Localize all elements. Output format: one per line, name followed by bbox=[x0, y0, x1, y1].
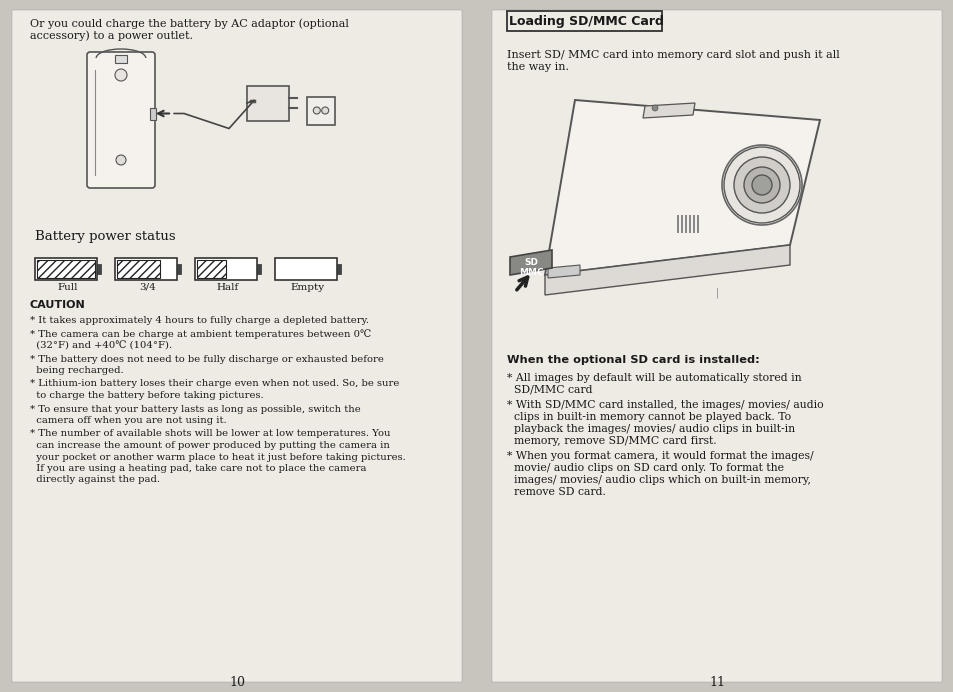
Bar bbox=[336, 264, 340, 274]
Circle shape bbox=[313, 107, 320, 114]
Text: your pocket or another warm place to heat it just before taking pictures.: your pocket or another warm place to hea… bbox=[30, 453, 405, 462]
Text: * It takes approximately 4 hours to fully charge a depleted battery.: * It takes approximately 4 hours to full… bbox=[30, 316, 369, 325]
Text: remove SD card.: remove SD card. bbox=[506, 487, 605, 497]
Text: * The battery does not need to be fully discharge or exhausted before: * The battery does not need to be fully … bbox=[30, 354, 383, 363]
Text: to charge the battery before taking pictures.: to charge the battery before taking pict… bbox=[30, 391, 263, 400]
Bar bbox=[37, 260, 95, 278]
Text: Loading SD/MMC Card: Loading SD/MMC Card bbox=[509, 15, 663, 28]
Bar bbox=[115, 55, 127, 63]
Text: * To ensure that your battery lasts as long as possible, switch the: * To ensure that your battery lasts as l… bbox=[30, 405, 360, 414]
Circle shape bbox=[751, 175, 771, 195]
Text: If you are using a heating pad, take care not to place the camera: If you are using a heating pad, take car… bbox=[30, 464, 366, 473]
Bar bbox=[680, 215, 682, 233]
Bar bbox=[12, 10, 461, 682]
Bar bbox=[684, 215, 687, 233]
Bar bbox=[256, 264, 261, 274]
Bar bbox=[115, 258, 177, 280]
Polygon shape bbox=[547, 265, 579, 278]
Circle shape bbox=[321, 107, 329, 114]
Polygon shape bbox=[642, 103, 695, 118]
FancyBboxPatch shape bbox=[87, 52, 154, 188]
Text: images/ movies/ audio clips which on built-in memory,: images/ movies/ audio clips which on bui… bbox=[506, 475, 810, 485]
Text: 10: 10 bbox=[229, 676, 245, 689]
Text: * When you format camera, it would format the images/: * When you format camera, it would forma… bbox=[506, 451, 813, 461]
Text: camera off when you are not using it.: camera off when you are not using it. bbox=[30, 416, 227, 425]
Bar bbox=[506, 11, 661, 31]
Text: clips in built-in memory cannot be played back. To: clips in built-in memory cannot be playe… bbox=[506, 412, 790, 422]
Bar bbox=[697, 215, 699, 233]
Text: * All images by default will be automatically stored in: * All images by default will be automati… bbox=[506, 373, 801, 383]
Text: 11: 11 bbox=[708, 676, 724, 689]
Text: * The camera can be charge at ambient temperatures between 0℃: * The camera can be charge at ambient te… bbox=[30, 329, 371, 339]
Circle shape bbox=[733, 157, 789, 213]
Circle shape bbox=[723, 147, 800, 223]
Bar bbox=[35, 258, 97, 280]
Text: |: | bbox=[715, 287, 718, 298]
Text: When the optional SD card is installed:: When the optional SD card is installed: bbox=[506, 355, 759, 365]
Text: accessory) to a power outlet.: accessory) to a power outlet. bbox=[30, 30, 193, 41]
Text: being recharged.: being recharged. bbox=[30, 366, 124, 375]
Bar bbox=[307, 96, 335, 125]
Bar bbox=[117, 260, 160, 278]
Text: Empty: Empty bbox=[291, 283, 325, 292]
Bar bbox=[247, 86, 289, 120]
Bar bbox=[97, 264, 101, 274]
Bar bbox=[177, 264, 181, 274]
Text: SD/MMC card: SD/MMC card bbox=[506, 385, 592, 395]
Polygon shape bbox=[510, 250, 552, 275]
Bar bbox=[492, 10, 941, 682]
Text: * Lithium-ion battery loses their charge even when not used. So, be sure: * Lithium-ion battery loses their charge… bbox=[30, 379, 399, 388]
Bar bbox=[688, 215, 691, 233]
Text: movie/ audio clips on SD card only. To format the: movie/ audio clips on SD card only. To f… bbox=[506, 463, 783, 473]
Circle shape bbox=[743, 167, 780, 203]
Text: playback the images/ movies/ audio clips in built-in: playback the images/ movies/ audio clips… bbox=[506, 424, 794, 434]
Circle shape bbox=[115, 69, 127, 81]
Text: directly against the pad.: directly against the pad. bbox=[30, 475, 160, 484]
Bar bbox=[194, 258, 256, 280]
Text: SD
MMC: SD MMC bbox=[518, 258, 543, 277]
Text: * The number of available shots will be lower at low temperatures. You: * The number of available shots will be … bbox=[30, 430, 390, 439]
Text: the way in.: the way in. bbox=[506, 62, 568, 72]
Text: Full: Full bbox=[58, 283, 78, 292]
Text: memory, remove SD/MMC card first.: memory, remove SD/MMC card first. bbox=[506, 436, 716, 446]
Bar bbox=[150, 107, 156, 120]
Bar bbox=[677, 215, 679, 233]
Text: Insert SD/ MMC card into memory card slot and push it all: Insert SD/ MMC card into memory card slo… bbox=[506, 50, 839, 60]
Circle shape bbox=[651, 105, 658, 111]
Text: Half: Half bbox=[216, 283, 239, 292]
Bar bbox=[196, 260, 226, 278]
Text: (32°F) and +40℃ (104°F).: (32°F) and +40℃ (104°F). bbox=[30, 341, 172, 350]
Text: * With SD/MMC card installed, the images/ movies/ audio: * With SD/MMC card installed, the images… bbox=[506, 400, 822, 410]
Text: CAUTION: CAUTION bbox=[30, 300, 86, 310]
Text: can increase the amount of power produced by putting the camera in: can increase the amount of power produce… bbox=[30, 441, 390, 450]
Polygon shape bbox=[544, 100, 820, 275]
Circle shape bbox=[116, 155, 126, 165]
Bar bbox=[274, 258, 336, 280]
Text: Battery power status: Battery power status bbox=[35, 230, 175, 243]
Bar bbox=[692, 215, 695, 233]
Text: 3/4: 3/4 bbox=[139, 283, 156, 292]
Polygon shape bbox=[544, 245, 789, 295]
Text: Or you could charge the battery by AC adaptor (optional: Or you could charge the battery by AC ad… bbox=[30, 18, 349, 28]
